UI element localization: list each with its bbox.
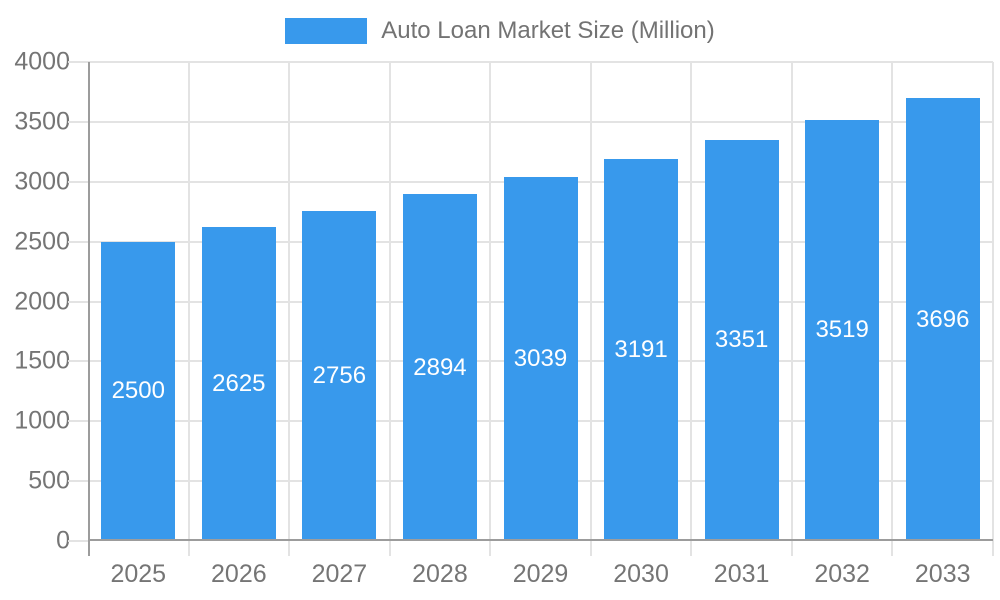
- v-gridline: [992, 62, 994, 556]
- bar-value-label: 3191: [614, 335, 668, 363]
- y-axis-line: [88, 62, 90, 556]
- legend-item[interactable]: Auto Loan Market Size (Million): [0, 17, 1000, 45]
- bar-value-label: 2894: [413, 353, 467, 381]
- y-axis-tick: [68, 120, 88, 123]
- bar-value-label: 2625: [212, 369, 266, 397]
- y-tick-label: 1500: [14, 346, 70, 375]
- y-tick-label: 1000: [14, 406, 70, 435]
- x-tick-label: 2025: [110, 560, 167, 588]
- bar: [805, 119, 880, 541]
- bar: [704, 139, 779, 541]
- bar: [905, 98, 980, 541]
- bar: [604, 158, 679, 541]
- y-tick-label: 4000: [14, 47, 70, 76]
- y-tick-label: 3000: [14, 167, 70, 196]
- y-axis-tick: [68, 540, 88, 542]
- x-axis-line: [88, 539, 993, 541]
- y-tick-label: 500: [28, 466, 70, 495]
- bar: [101, 241, 176, 541]
- x-tick-label: 2031: [713, 560, 770, 588]
- y-tick-label: 3500: [14, 107, 70, 136]
- v-gridline: [288, 62, 291, 556]
- legend-swatch: [285, 18, 368, 44]
- h-gridline: [88, 61, 993, 63]
- bar: [201, 226, 276, 541]
- v-gridline: [489, 62, 492, 556]
- x-tick-label: 2029: [512, 560, 569, 588]
- y-axis-tick: [68, 61, 88, 63]
- v-gridline: [690, 62, 693, 556]
- bar-value-label: 3351: [714, 326, 769, 354]
- x-tick-label: 2030: [613, 560, 669, 588]
- v-gridline: [589, 62, 592, 556]
- bar: [402, 194, 477, 541]
- x-tick-label: 2032: [814, 560, 870, 588]
- bar: [302, 210, 377, 541]
- y-axis-tick: [68, 240, 88, 243]
- y-axis-tick: [68, 360, 88, 363]
- x-axis-labels: 2025 2026 2027 2028 2029 2030 2031 2032 2033: [88, 560, 993, 594]
- bar-value-label: 3039: [513, 345, 568, 373]
- y-tick-label: 2000: [14, 287, 70, 315]
- x-tick-label: 2026: [211, 560, 267, 588]
- x-tick-label: 2033: [914, 560, 971, 588]
- legend-label: Auto Loan Market Size (Million): [381, 17, 715, 44]
- bar-value-label: 3519: [815, 316, 869, 344]
- bar-value-label: 2500: [111, 377, 165, 405]
- v-gridline: [187, 62, 190, 556]
- y-axis-labels: 0 500 1000 1500 2000 2500 3000 3500 4000: [0, 0, 70, 600]
- y-tick-label: 0: [56, 526, 70, 555]
- v-gridline: [891, 62, 894, 556]
- h-gridline: [88, 120, 993, 123]
- y-tick-label: 2500: [14, 227, 70, 256]
- bar: [503, 177, 578, 541]
- y-axis-tick: [68, 300, 88, 303]
- plot-area: 2500 2625 2756 2894 3039 3191 3351 3519 3696: [68, 61, 994, 556]
- bar-value-label: 3696: [916, 305, 970, 333]
- x-tick-label: 2027: [311, 560, 368, 588]
- bar-value-label: 2756: [312, 361, 367, 389]
- v-gridline: [790, 62, 793, 556]
- v-gridline: [388, 62, 391, 556]
- y-axis-tick: [68, 420, 88, 423]
- x-tick-label: 2028: [412, 560, 468, 588]
- y-axis-tick: [68, 480, 88, 483]
- y-axis-tick: [68, 180, 88, 183]
